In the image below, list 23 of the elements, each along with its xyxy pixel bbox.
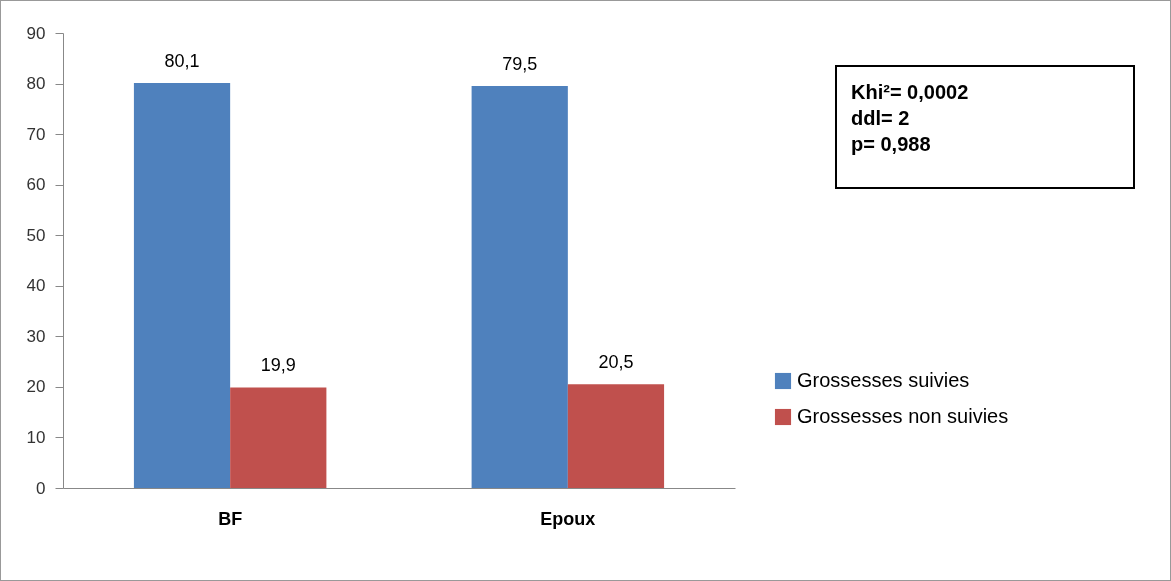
data-label: 19,9 bbox=[260, 355, 296, 376]
note-box: Khi²= 0,0002 ddl= 2 p= 0,988 bbox=[835, 65, 1135, 189]
bar bbox=[230, 387, 327, 488]
y-tick-label: 40 bbox=[26, 276, 46, 296]
y-tick-label: 60 bbox=[26, 175, 46, 195]
bar bbox=[471, 86, 568, 488]
legend-label: Grossesses non suivies bbox=[797, 405, 1009, 427]
x-tick-label: Epoux bbox=[540, 508, 596, 529]
y-tick-label: 10 bbox=[26, 427, 46, 447]
y-tick-label: 70 bbox=[26, 124, 46, 144]
x-tick-label: BF bbox=[218, 508, 243, 529]
data-label: 80,1 bbox=[164, 51, 200, 72]
y-tick-label: 80 bbox=[26, 74, 46, 94]
y-tick-label: 90 bbox=[26, 23, 46, 43]
bar bbox=[133, 83, 231, 488]
y-tick-label: 50 bbox=[26, 225, 46, 245]
bar bbox=[567, 384, 665, 488]
y-tick-label: 30 bbox=[26, 326, 46, 346]
y-tick-label: 20 bbox=[26, 377, 46, 397]
legend-label: Grossesses suivies bbox=[797, 369, 970, 391]
data-label: 79,5 bbox=[502, 54, 538, 75]
data-label: 20,5 bbox=[598, 352, 634, 373]
y-tick-label: 0 bbox=[36, 478, 46, 498]
